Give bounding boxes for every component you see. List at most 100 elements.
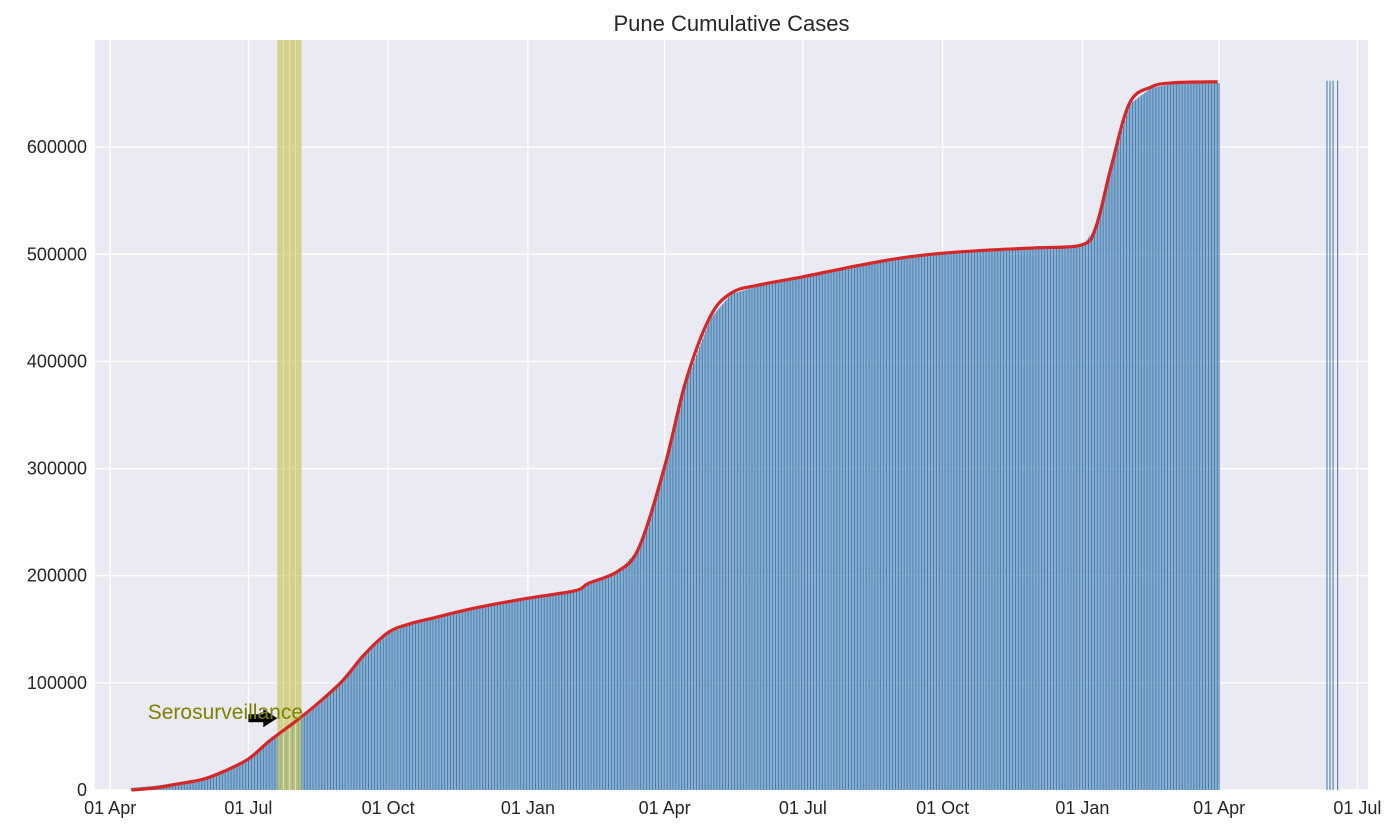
bar — [392, 631, 394, 790]
bar — [936, 255, 938, 790]
bar — [1001, 250, 1003, 790]
bar — [513, 601, 515, 790]
bar — [967, 252, 970, 790]
bar — [455, 613, 458, 790]
bar — [1218, 82, 1220, 791]
bar — [531, 598, 534, 790]
bar — [1153, 87, 1155, 790]
bar — [215, 773, 218, 790]
bar — [1084, 241, 1086, 790]
bar — [1077, 246, 1079, 791]
bar — [361, 657, 363, 790]
bar — [747, 289, 749, 790]
bar — [430, 619, 432, 790]
bar — [720, 306, 722, 790]
annotation-group: Serosurveillance — [148, 701, 303, 728]
bar — [1104, 192, 1106, 791]
bar — [525, 599, 527, 790]
bar — [1046, 248, 1049, 791]
bar — [691, 366, 693, 790]
bar — [304, 716, 306, 790]
bar — [1057, 247, 1059, 790]
bar — [316, 706, 318, 790]
bar — [929, 255, 932, 790]
bar — [253, 754, 256, 790]
bar — [983, 251, 985, 790]
bar — [597, 580, 599, 790]
bar — [434, 618, 436, 790]
bar — [377, 643, 379, 790]
bar — [1118, 141, 1120, 791]
bar — [340, 684, 342, 790]
bar — [317, 705, 319, 790]
bar — [446, 615, 448, 790]
bar — [977, 251, 979, 790]
bar — [515, 601, 517, 790]
bar — [187, 780, 189, 790]
bar — [497, 604, 499, 790]
bar — [1094, 229, 1096, 790]
bar — [735, 292, 737, 790]
bar — [866, 265, 868, 790]
bar — [765, 284, 767, 790]
bar — [986, 251, 988, 790]
bar — [260, 749, 262, 790]
bar — [579, 589, 581, 790]
bar — [465, 611, 467, 790]
bar — [966, 252, 968, 791]
bar — [1207, 83, 1210, 791]
bar — [562, 593, 564, 790]
bar — [846, 268, 848, 790]
bar — [790, 280, 792, 790]
bar — [937, 254, 939, 791]
bar — [665, 462, 667, 790]
bar — [749, 288, 751, 790]
bar — [847, 268, 850, 790]
bar — [445, 615, 447, 790]
bar — [819, 274, 821, 790]
bar — [884, 261, 886, 790]
bar — [1201, 83, 1203, 791]
bar — [329, 693, 332, 790]
bar — [928, 255, 930, 791]
bar — [460, 612, 462, 790]
bar — [890, 260, 892, 790]
bar — [654, 496, 657, 790]
bar — [1107, 180, 1109, 790]
bar — [571, 592, 573, 790]
bar — [705, 330, 707, 790]
bar — [825, 273, 827, 790]
bar — [481, 607, 483, 790]
bar — [228, 768, 230, 790]
bar — [480, 607, 482, 790]
bar — [667, 456, 669, 790]
bar — [194, 779, 196, 790]
bar — [1018, 249, 1020, 790]
bar — [352, 669, 354, 790]
bar — [1154, 87, 1156, 791]
bar — [393, 630, 395, 790]
bar — [275, 737, 277, 790]
bar — [647, 520, 649, 790]
bar — [544, 596, 546, 790]
bar — [592, 582, 594, 790]
bar — [1051, 247, 1053, 790]
bar — [1133, 100, 1135, 790]
bar — [1197, 83, 1199, 791]
x-tick-label: 01 Jul — [1333, 798, 1381, 818]
bar — [1168, 84, 1170, 790]
bar — [1049, 247, 1052, 790]
bar — [934, 255, 936, 790]
bar — [1068, 246, 1070, 790]
bar — [500, 604, 502, 790]
bar — [512, 602, 514, 790]
bar — [346, 677, 348, 790]
bar — [1106, 186, 1108, 790]
bar — [1097, 221, 1099, 790]
bar — [1142, 93, 1144, 790]
bar — [591, 583, 593, 790]
bar — [887, 261, 889, 790]
bar — [1179, 83, 1181, 791]
bar — [1078, 245, 1080, 791]
bar — [179, 781, 181, 790]
